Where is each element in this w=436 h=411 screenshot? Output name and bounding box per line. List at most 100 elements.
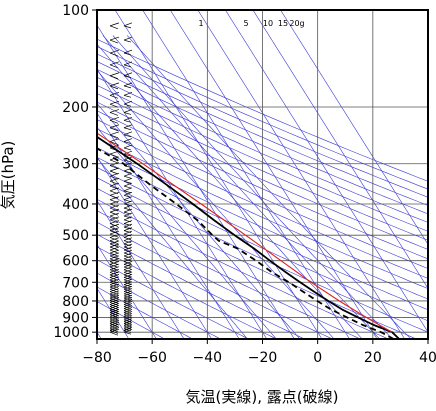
wind-barb bbox=[109, 219, 119, 224]
wind-barb bbox=[109, 293, 119, 298]
dry-adiabat-line bbox=[97, 38, 428, 182]
wind-barb bbox=[123, 306, 132, 309]
wind-barb bbox=[123, 240, 132, 244]
wind-barb bbox=[123, 295, 132, 299]
wind-barb bbox=[109, 127, 119, 132]
wind-barb bbox=[123, 243, 132, 247]
wind-barb bbox=[123, 318, 133, 323]
wind-barb bbox=[123, 304, 132, 307]
wind-barb bbox=[123, 212, 133, 217]
wind-barb bbox=[109, 191, 120, 196]
wind-barb bbox=[123, 328, 133, 333]
wind-barb bbox=[109, 255, 119, 260]
wind-barb bbox=[123, 281, 132, 285]
wind-barbs bbox=[109, 22, 133, 336]
wind-barb bbox=[109, 243, 119, 248]
y-axis-label: 気圧(hPa) bbox=[0, 141, 17, 210]
wind-barb bbox=[109, 249, 119, 254]
wind-barb bbox=[109, 240, 119, 245]
wind-barb bbox=[109, 290, 120, 295]
wind-barb bbox=[123, 240, 133, 245]
wind-barb bbox=[109, 212, 120, 217]
isotherm-line bbox=[252, 10, 428, 289]
wind-barb bbox=[109, 194, 119, 199]
wind-barb bbox=[123, 190, 132, 194]
mixing-ratio-labels: 1 5 10 15 20g bbox=[198, 19, 304, 28]
wind-barb bbox=[123, 313, 132, 317]
x-tick-label: −60 bbox=[137, 350, 167, 366]
wind-barb bbox=[123, 109, 133, 113]
wind-barb bbox=[123, 302, 132, 305]
wind-barb bbox=[109, 312, 120, 317]
wind-barb bbox=[123, 153, 132, 157]
dry-adiabat-line bbox=[97, 61, 428, 206]
wind-barb bbox=[109, 138, 120, 142]
wind-barb bbox=[109, 134, 119, 139]
wind-barb bbox=[123, 246, 132, 250]
wind-barb bbox=[123, 234, 133, 238]
wind-barb bbox=[123, 233, 132, 237]
wind-barb bbox=[123, 194, 132, 198]
wind-barb bbox=[123, 100, 133, 105]
isotherm-line bbox=[142, 10, 350, 339]
wind-barb bbox=[123, 172, 133, 177]
wind-barb bbox=[109, 109, 120, 113]
wind-barb bbox=[109, 215, 119, 220]
wind-barb bbox=[109, 82, 120, 87]
wind-barb bbox=[123, 144, 133, 149]
isotherm-line bbox=[225, 10, 428, 333]
wind-barb bbox=[123, 138, 133, 142]
wind-barb bbox=[109, 313, 119, 318]
wind-barb bbox=[123, 211, 132, 215]
wind-barb bbox=[109, 323, 119, 327]
wind-barb bbox=[123, 305, 133, 309]
x-tick-label: −80 bbox=[82, 350, 112, 366]
dry-adiabat-line bbox=[97, 68, 428, 215]
wind-barb bbox=[123, 274, 132, 278]
wind-barb bbox=[123, 207, 132, 211]
mixing-ratio-line bbox=[97, 69, 335, 339]
dry-adiabat-line bbox=[97, 259, 249, 339]
wind-barb bbox=[109, 292, 120, 297]
wind-barb bbox=[123, 49, 133, 54]
wind-barb bbox=[123, 258, 132, 262]
dry-adiabat-line bbox=[97, 286, 193, 339]
dry-adiabat-line bbox=[97, 210, 361, 339]
wind-barb bbox=[123, 177, 133, 182]
y-tick-label: 600 bbox=[62, 254, 89, 270]
wind-barb bbox=[109, 299, 119, 304]
wind-barb bbox=[123, 330, 132, 333]
isotherm-line bbox=[197, 10, 405, 339]
y-tick-label: 100 bbox=[62, 3, 89, 19]
wind-barb bbox=[123, 116, 133, 121]
wind-barb bbox=[123, 291, 132, 294]
mixing-ratio-line bbox=[97, 43, 363, 339]
wind-barb bbox=[109, 72, 120, 77]
wind-barb bbox=[109, 291, 119, 295]
wind-barb bbox=[123, 85, 132, 89]
wind-barb bbox=[109, 278, 120, 283]
mixing-ratio-line bbox=[97, 102, 301, 339]
wind-barb bbox=[109, 246, 119, 251]
isotherm-line bbox=[97, 243, 157, 339]
wind-barb bbox=[123, 252, 132, 256]
wind-barb bbox=[109, 226, 119, 231]
wind-barb bbox=[109, 306, 119, 310]
dry-adiabat-line bbox=[97, 272, 221, 339]
wind-barb bbox=[123, 215, 132, 219]
x-tick-label: 40 bbox=[419, 350, 436, 366]
wind-barb bbox=[109, 288, 120, 292]
wind-barb bbox=[123, 72, 133, 77]
wind-barb bbox=[123, 317, 132, 321]
wind-barb bbox=[109, 302, 119, 306]
thermodynamic-lines bbox=[97, 10, 428, 339]
wind-barb bbox=[123, 131, 133, 136]
wind-barb bbox=[109, 220, 120, 224]
wind-barb bbox=[123, 36, 133, 41]
wind-barb bbox=[123, 271, 132, 275]
dry-adiabat-line bbox=[97, 167, 428, 322]
wind-barb bbox=[109, 94, 119, 99]
wind-barb bbox=[123, 216, 133, 221]
mixing-ratio-line bbox=[112, 35, 393, 339]
wind-barb bbox=[109, 200, 120, 205]
